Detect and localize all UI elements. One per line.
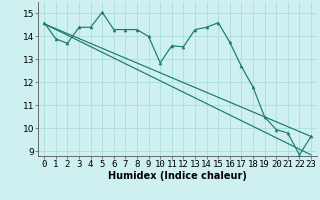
X-axis label: Humidex (Indice chaleur): Humidex (Indice chaleur): [108, 171, 247, 181]
